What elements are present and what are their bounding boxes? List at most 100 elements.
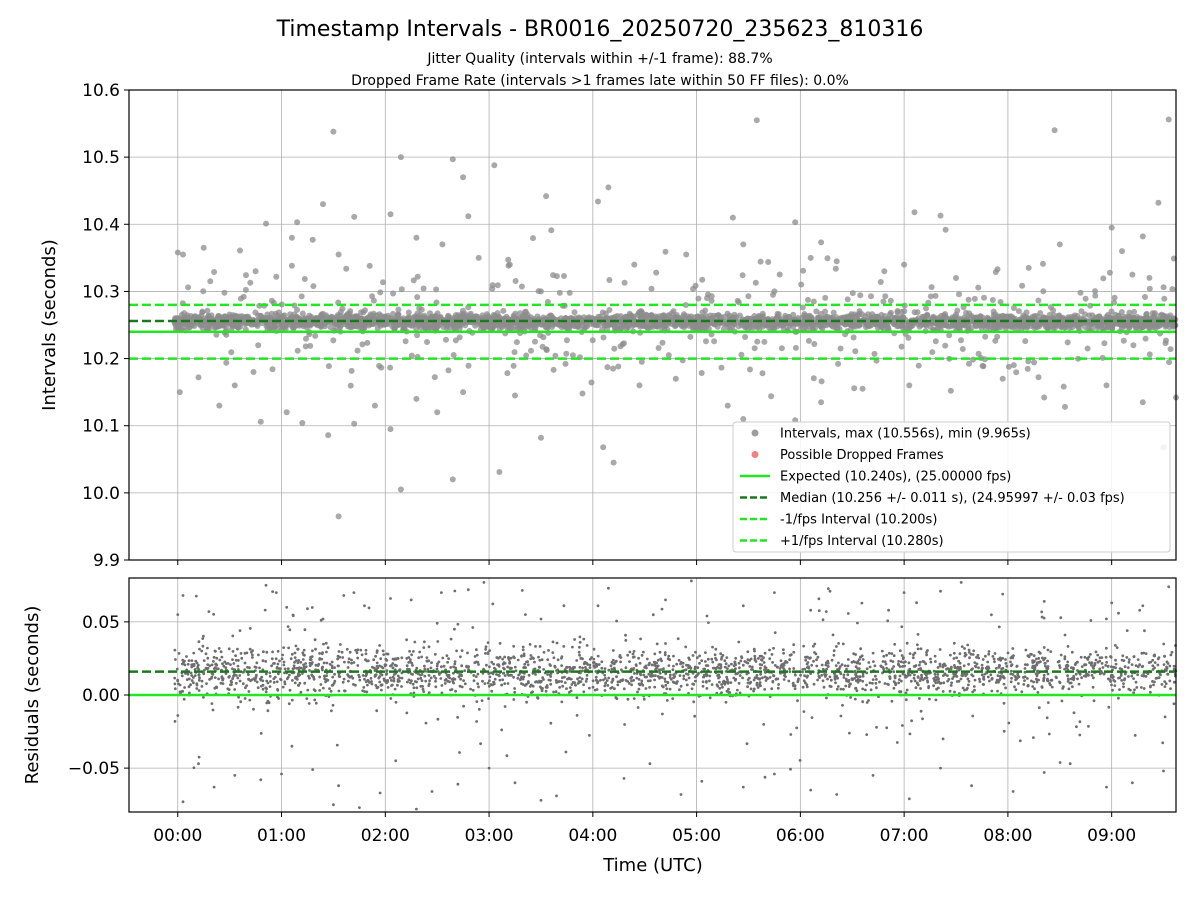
interval-point [237,313,244,320]
residual-point [919,667,922,670]
residual-point [276,649,280,653]
interval-point [1133,324,1140,331]
interval-point [1161,295,1168,302]
residual-point [959,677,963,681]
residual-point [1037,657,1041,660]
interval-point [646,322,653,329]
interval-point [174,315,181,321]
residual-point [1023,663,1027,666]
interval-point [291,323,298,330]
residual-point [264,660,268,663]
residual-point [565,687,568,690]
residual-point [1049,650,1053,653]
interval-point [1089,312,1096,319]
residual-point [851,678,854,682]
residual-point [195,683,199,687]
residual-point [1009,660,1012,664]
interval-point [402,338,409,345]
interval-point [254,323,261,329]
residual-point [966,643,970,647]
residual-point [835,645,838,648]
interval-point [1001,322,1008,329]
residual-point [793,673,797,677]
residual-point [591,685,595,689]
residual-point [738,666,741,670]
interval-point [784,320,791,327]
residual-point [563,668,567,671]
residual-point [725,675,729,679]
residual-point [856,679,860,683]
interval-point [653,269,660,276]
residual-point [503,655,506,659]
residual-point [949,653,952,657]
residual-point [393,687,397,691]
residual-point [816,655,820,659]
residual-point [700,659,704,663]
residual-point [337,674,341,678]
interval-point [923,322,930,329]
interval-point [387,364,394,371]
residual-point [1098,672,1102,676]
residual-point [558,686,562,689]
residual-point [609,664,613,668]
interval-point [958,337,964,344]
residual-point [1074,672,1078,676]
residual-point [528,685,532,688]
residual-point [645,666,648,670]
residual-point [996,674,1000,678]
interval-point [801,312,808,319]
residual-point [553,664,557,668]
residual-point [513,687,516,690]
interval-point [1024,323,1031,330]
residual-point [409,658,412,661]
interval-point [431,374,438,381]
residual-point [1017,682,1020,685]
residual-point [880,649,884,653]
residual-point [303,681,307,685]
residual-point [793,687,797,691]
residual-point [664,672,668,676]
residual-point [443,678,447,682]
residual-point [193,668,197,671]
residual-point [684,645,688,649]
residual-point [853,697,857,701]
residual-point [381,649,385,653]
residual-point [705,680,708,684]
residual-point [361,674,365,677]
interval-point [714,323,721,330]
residual-point [1104,664,1108,667]
residual-point [762,661,766,664]
interval-point [1064,339,1071,346]
residual-point [1066,677,1070,681]
interval-point [1169,286,1176,293]
residual-point [602,678,605,682]
residual-point [913,679,917,683]
residual-point [952,641,956,645]
interval-point [638,358,645,365]
residual-point [522,652,526,656]
residual-point [1005,664,1009,668]
interval-outlier-point [180,251,186,258]
residual-point [385,659,389,662]
interval-point [648,285,655,292]
residual-point [1153,680,1156,684]
residual-point [779,659,783,663]
residual-point [962,664,966,668]
residual-point [968,656,971,660]
interval-point [566,321,573,328]
residual-point [1071,676,1075,680]
interval-point [965,296,972,303]
residual-point [366,678,370,682]
residual-point [738,691,742,695]
interval-point [405,309,412,316]
residual-point [379,657,383,661]
residual-point [934,681,938,685]
interval-point [811,341,818,347]
interval-point [1029,314,1036,320]
residual-point [893,642,897,646]
residual-point [247,673,250,676]
interval-point [614,325,621,332]
residual-point [366,683,369,687]
interval-outlier-point [465,213,472,220]
interval-point [1084,345,1091,352]
